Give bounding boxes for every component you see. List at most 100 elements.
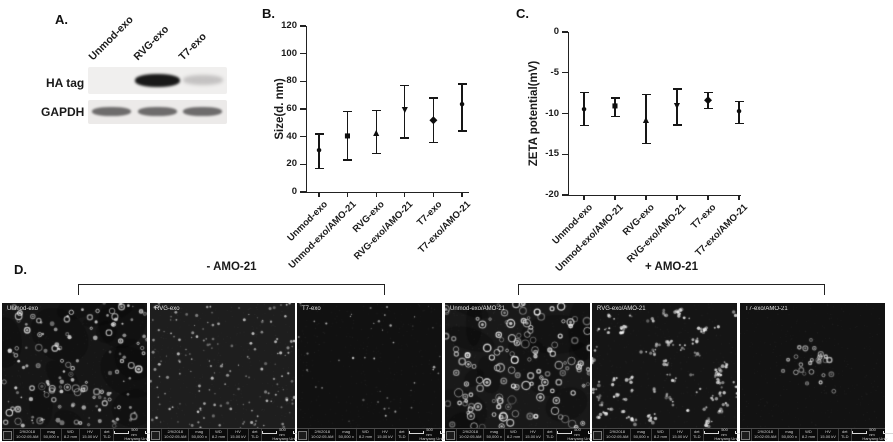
em-meta-text: 2/9/2018 <box>19 429 36 435</box>
zeta-chart-panel: C. ZETA potential(mV) 0 -5 -10 -15 -20 Unmod-… <box>508 4 753 274</box>
scalebar-value: 500 nm <box>426 427 433 437</box>
em-meta-cell: HV 15.00 kV <box>79 429 100 441</box>
em-meta-cell: HV 15.00 kV <box>374 429 395 441</box>
sem-vendor-icon <box>298 430 307 440</box>
em-meta-text: 50,000 x <box>43 434 59 439</box>
em-metadata-bar: 2/9/2018 10:02:05 AM mag 50,000 x WD 8.2 mm HV… <box>592 427 751 442</box>
em-image-unmod-exo: Unmod-exo 2/9/2018 10:02:05 AM mag 50,000 x… <box>2 303 161 441</box>
blot-strip-ha-tag <box>88 67 227 94</box>
em-credit-text: Hanyang Univ <box>419 436 445 442</box>
y-axis-tick-label: -5 <box>550 66 559 78</box>
em-meta-text: 8.2 mm <box>506 434 521 439</box>
blot-row-label-gapdh: GAPDH <box>41 105 85 119</box>
data-point-square: ■ <box>344 130 351 143</box>
y-axis-tick <box>562 153 568 155</box>
data-point-triangle-up: ▲ <box>370 126 382 139</box>
sem-vendor-icon <box>593 430 602 440</box>
em-meta-text: 10:02:05 AM <box>459 434 482 439</box>
em-image-title: Unmod-exo <box>7 306 39 312</box>
sem-vendor-icon <box>151 430 160 440</box>
em-scalebar-row: 500 nm <box>851 427 893 437</box>
em-meta-cell: 2/9/2018 10:02:05 AM <box>456 429 483 441</box>
lane-label-t7-exo: T7-exo <box>176 30 209 64</box>
panel-b-label: B. <box>262 6 275 21</box>
error-bar-cap <box>343 111 353 113</box>
em-meta-text: TLD <box>692 434 701 439</box>
em-meta-text: 50,000 x <box>338 434 354 439</box>
em-meta-text: 8.2 mm <box>801 434 816 439</box>
em-meta-text: TLD <box>545 434 554 439</box>
em-meta-cell: WD 8.2 mm <box>60 429 79 441</box>
em-meta-cell: HV 15.00 kV <box>227 429 248 441</box>
em-meta-text: WD <box>657 429 664 435</box>
x-axis-tick <box>404 192 406 197</box>
error-bar-cap <box>314 133 324 135</box>
em-meta-text: 50,000 x <box>486 434 502 439</box>
error-bar-cap <box>672 124 682 126</box>
data-point-diamond: ◆ <box>703 93 713 106</box>
em-meta-text: HV <box>382 429 388 435</box>
scalebar-value: 500 nm <box>574 427 581 437</box>
em-image-title: RVG-exo <box>155 306 180 312</box>
error-bar-cap <box>734 122 744 124</box>
em-image-rvg-exo-amo21: RVG-exo/AMO-21 2/9/2018 10:02:05 AM mag 50,… <box>592 303 751 442</box>
em-meta-text: 10:02:05 AM <box>16 434 39 439</box>
error-bar-cap <box>703 107 713 110</box>
error-bar-cap <box>703 91 713 93</box>
error-bar <box>707 92 709 109</box>
data-point-triangle-down: ▼ <box>671 99 683 112</box>
em-meta-text: mag <box>47 429 56 435</box>
y-axis-tick-label: 80 <box>286 75 297 87</box>
data-point-triangle-down: ▼ <box>399 103 410 116</box>
em-meta-cell: det TLD <box>837 429 851 441</box>
panel-a-label: A. <box>55 12 68 27</box>
em-credit-text: Hanyang Univ <box>714 436 740 442</box>
em-meta-cell: mag 50,000 x <box>483 429 503 441</box>
em-metadata-bar: 2/9/2018 10:02:05 AM mag 50,000 x WD 8.2 mm HV… <box>740 427 893 441</box>
em-metadata-bar: 2/9/2018 10:02:05 AM mag 50,000 x WD 8.2 mm HV… <box>445 427 604 441</box>
blot-row-label-ha-tag: HA tag <box>46 76 85 90</box>
error-bar-cap <box>641 142 651 145</box>
data-point-circle: ● <box>735 104 743 117</box>
error-bar-cap <box>457 130 467 132</box>
em-meta-text: TLD <box>250 434 259 439</box>
em-meta-text: 15.00 kV <box>820 434 836 439</box>
group-label-minus-amo21: - AMO-21 <box>206 261 257 273</box>
error-bar-cap <box>579 91 589 93</box>
em-meta-text: TLD <box>840 434 849 439</box>
em-micrograph-canvas <box>2 303 147 429</box>
em-meta-text: 2/9/2018 <box>314 429 331 435</box>
y-axis-tick-label: 0 <box>553 26 559 37</box>
data-point-diamond: ◆ <box>429 113 438 126</box>
em-meta-cell: det TLD <box>99 429 113 441</box>
em-meta-text: mag <box>637 429 646 435</box>
em-meta-text: HV <box>825 429 831 435</box>
scalebar-line <box>261 430 278 435</box>
em-meta-cell: det TLD <box>689 429 703 441</box>
error-bar-cap <box>314 167 324 170</box>
x-axis-tick <box>375 192 377 197</box>
em-micrograph-canvas <box>150 303 295 429</box>
lane-label-rvg-exo: RVG-exo <box>131 23 172 63</box>
blot-strip-gapdh <box>88 100 227 124</box>
em-meta-text: 8.2 mm <box>358 434 373 439</box>
y-axis-tick-label: 0 <box>291 186 297 197</box>
em-meta-text: 15.00 kV <box>377 434 393 439</box>
panel-c-label: C. <box>516 6 529 21</box>
em-meta-cell: mag 50,000 x <box>335 429 355 441</box>
y-axis-tick-label: -15 <box>545 148 559 160</box>
blot-band-gapdh-2 <box>138 107 177 116</box>
y-axis-tick-label: -10 <box>545 107 559 119</box>
sem-vendor-icon <box>3 430 12 440</box>
scalebar-line <box>556 430 573 435</box>
blot-band-t7-faint <box>183 75 223 85</box>
y-axis-tick-label: 100 <box>281 47 297 59</box>
em-micrograph-canvas <box>740 303 885 429</box>
y-axis-tick <box>300 80 306 83</box>
em-meta-cell: 2/9/2018 10:02:05 AM <box>751 429 778 441</box>
scalebar-line <box>851 430 868 435</box>
em-scalebar-section: 500 nm Hanyang Univ <box>850 427 893 441</box>
em-metadata-bar: 2/9/2018 10:02:05 AM mag 50,000 x WD 8.2 mm HV… <box>150 427 309 441</box>
em-meta-cell: HV 15.00 kV <box>817 429 838 441</box>
x-axis-tick <box>318 192 320 197</box>
